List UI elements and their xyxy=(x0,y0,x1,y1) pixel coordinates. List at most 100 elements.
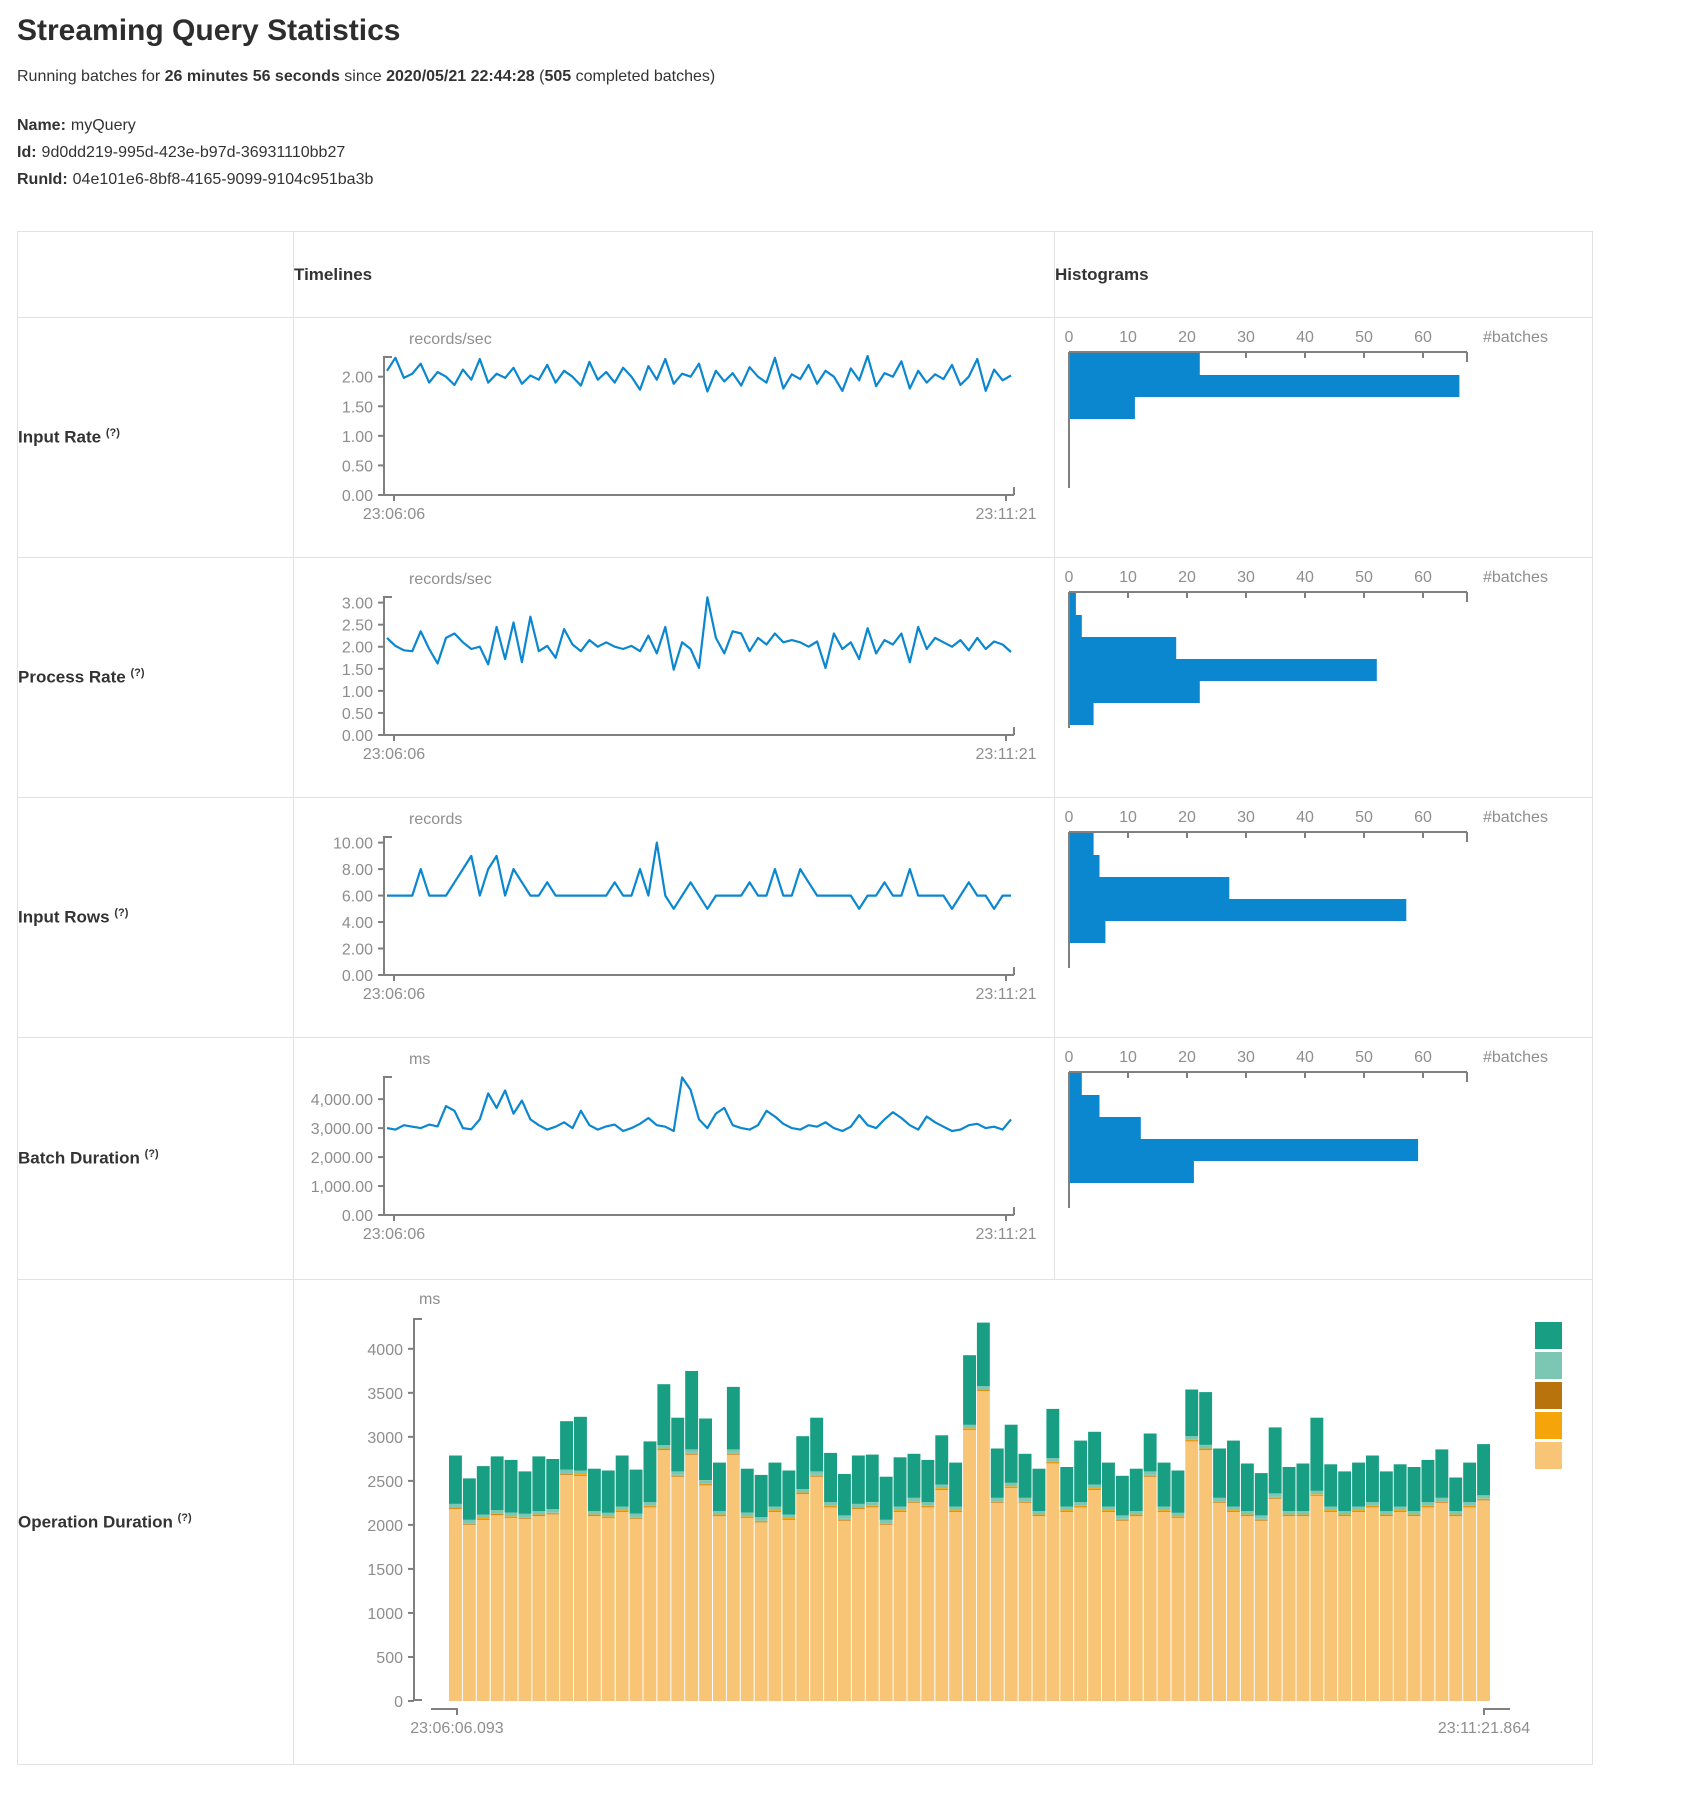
svg-text:500: 500 xyxy=(376,1650,403,1667)
svg-text:4.00: 4.00 xyxy=(342,915,373,932)
svg-text:23:11:21: 23:11:21 xyxy=(975,506,1036,523)
svg-text:50: 50 xyxy=(1355,809,1373,826)
legend-swatch-tan xyxy=(1535,1442,1562,1469)
svg-text:2500: 2500 xyxy=(367,1474,403,1491)
page-title: Streaming Query Statistics xyxy=(17,14,401,47)
svg-text:4,000.00: 4,000.00 xyxy=(311,1092,373,1109)
svg-text:40: 40 xyxy=(1296,809,1314,826)
help-icon[interactable]: (?) xyxy=(105,427,120,440)
statistics-table: Timelines Histograms Input Rate (?) 2.00… xyxy=(17,231,1593,1765)
svg-text:10.00: 10.00 xyxy=(333,836,373,853)
svg-text:records/sec: records/sec xyxy=(409,331,492,348)
svg-text:8.00: 8.00 xyxy=(342,862,373,879)
svg-text:3,000.00: 3,000.00 xyxy=(311,1121,373,1138)
svg-text:6.00: 6.00 xyxy=(342,889,373,906)
row-input-rate: Input Rate (?) 2.00 1.50 1.00 0.50 0.00 recor… xyxy=(17,317,1593,558)
svg-text:30: 30 xyxy=(1237,329,1255,346)
svg-text:0: 0 xyxy=(1065,1049,1074,1066)
process-rate-timeline-chart: 3.00 2.50 2.00 1.50 1.00 0.50 0.00 records/sec 2… xyxy=(342,571,1037,763)
input-rows-histogram-chart: 0 10 20 30 40 50 60 #batches xyxy=(1065,809,1548,968)
svg-text:40: 40 xyxy=(1296,1049,1314,1066)
svg-text:3500: 3500 xyxy=(367,1386,403,1403)
svg-text:20: 20 xyxy=(1178,329,1196,346)
batch-duration-timeline-chart: 4,000.00 3,000.00 2,000.00 1,000.00 0.00 ms 23… xyxy=(311,1051,1037,1243)
svg-text:10: 10 xyxy=(1119,809,1137,826)
row-batch-duration: Batch Duration (?) 4,000.00 3,000.00 2,000… xyxy=(17,1037,1593,1280)
svg-text:50: 50 xyxy=(1355,1049,1373,1066)
streaming-statistics-page: Streaming Query Statistics Running batch… xyxy=(17,14,1693,1765)
svg-text:10: 10 xyxy=(1119,1049,1137,1066)
help-icon[interactable]: (?) xyxy=(177,1511,192,1524)
svg-text:#batches: #batches xyxy=(1483,1049,1548,1066)
running-batches-summary: Running batches for 26 minutes 56 second… xyxy=(17,68,716,85)
svg-text:23:11:21: 23:11:21 xyxy=(975,746,1036,763)
legend-swatch-light-teal xyxy=(1535,1352,1562,1379)
operation-duration-legend xyxy=(1535,1322,1562,1472)
legend-swatch-orange xyxy=(1535,1412,1562,1439)
svg-text:10: 10 xyxy=(1119,569,1137,586)
query-runid-value: 04e101e6-8bf8-4165-9099-9104c951ba3b xyxy=(72,171,374,188)
legend-swatch-dark-gold xyxy=(1535,1382,1562,1409)
svg-text:0: 0 xyxy=(1065,569,1074,586)
svg-text:30: 30 xyxy=(1237,569,1255,586)
svg-text:0.00: 0.00 xyxy=(342,488,373,505)
svg-text:50: 50 xyxy=(1355,569,1373,586)
svg-text:20: 20 xyxy=(1178,569,1196,586)
row-process-rate: Process Rate (?) 3.00 2.50 2.00 1.50 1.00 0.5… xyxy=(17,557,1593,798)
svg-text:0: 0 xyxy=(394,1694,403,1711)
svg-text:23:06:06: 23:06:06 xyxy=(363,986,425,1003)
svg-text:3.00: 3.00 xyxy=(342,596,373,613)
svg-text:23:06:06: 23:06:06 xyxy=(363,506,425,523)
svg-text:4000: 4000 xyxy=(367,1342,403,1359)
query-name-value: myQuery xyxy=(70,117,136,134)
svg-text:0: 0 xyxy=(1065,809,1074,826)
svg-text:records/sec: records/sec xyxy=(409,571,492,588)
svg-text:0: 0 xyxy=(1065,329,1074,346)
svg-text:0.50: 0.50 xyxy=(342,458,373,475)
svg-text:2000: 2000 xyxy=(367,1518,403,1535)
help-icon[interactable]: (?) xyxy=(144,1148,159,1161)
start-timestamp: 2020/05/21 22:44:28 xyxy=(386,68,535,85)
histograms-header: Histograms xyxy=(1054,231,1593,318)
svg-text:20: 20 xyxy=(1178,1049,1196,1066)
query-name-line: Name: myQuery xyxy=(17,117,136,134)
svg-text:30: 30 xyxy=(1237,1049,1255,1066)
table-header-row: Timelines Histograms xyxy=(17,231,1593,318)
input-rows-timeline-chart: 10.00 8.00 6.00 4.00 2.00 0.00 records 23:06:06… xyxy=(333,811,1037,1003)
timelines-header: Timelines xyxy=(293,231,1055,318)
svg-text:0.00: 0.00 xyxy=(342,1208,373,1225)
svg-text:1.00: 1.00 xyxy=(342,684,373,701)
svg-text:2.00: 2.00 xyxy=(342,640,373,657)
help-icon[interactable]: (?) xyxy=(130,667,145,680)
svg-text:2.00: 2.00 xyxy=(342,942,373,959)
svg-text:60: 60 xyxy=(1414,569,1432,586)
query-runid-line: RunId: 04e101e6-8bf8-4165-9099-9104c951ba… xyxy=(17,171,374,188)
legend-swatch-teal xyxy=(1535,1322,1562,1349)
svg-text:10: 10 xyxy=(1119,329,1137,346)
svg-text:40: 40 xyxy=(1296,329,1314,346)
input-rate-label: Input Rate xyxy=(18,427,102,447)
svg-text:0.50: 0.50 xyxy=(342,706,373,723)
svg-text:0.00: 0.00 xyxy=(342,728,373,745)
svg-text:0.00: 0.00 xyxy=(342,968,373,985)
process-rate-label: Process Rate xyxy=(18,667,126,687)
svg-text:1500: 1500 xyxy=(367,1562,403,1579)
svg-text:1.00: 1.00 xyxy=(342,429,373,446)
svg-text:23:11:21.864: 23:11:21.864 xyxy=(1438,1720,1530,1737)
svg-text:60: 60 xyxy=(1414,809,1432,826)
svg-text:20: 20 xyxy=(1178,809,1196,826)
help-icon[interactable]: (?) xyxy=(114,907,129,920)
query-metadata: Name: myQuery Id: 9d0dd219-995d-423e-b97d-… xyxy=(17,112,1693,193)
input-rows-label: Input Rows xyxy=(18,907,110,927)
svg-text:ms: ms xyxy=(409,1051,430,1068)
batch-duration-histogram-chart: 0 10 20 30 40 50 60 #batches xyxy=(1065,1049,1548,1208)
svg-text:40: 40 xyxy=(1296,569,1314,586)
query-id-value: 9d0dd219-995d-423e-b97d-36931110bb27 xyxy=(41,144,346,161)
svg-text:#batches: #batches xyxy=(1483,569,1548,586)
svg-text:2.50: 2.50 xyxy=(342,618,373,635)
svg-text:2,000.00: 2,000.00 xyxy=(311,1150,373,1167)
svg-text:23:11:21: 23:11:21 xyxy=(975,986,1036,1003)
operation-duration-label: Operation Duration xyxy=(18,1512,173,1532)
svg-text:1.50: 1.50 xyxy=(342,662,373,679)
svg-text:2.00: 2.00 xyxy=(342,370,373,387)
